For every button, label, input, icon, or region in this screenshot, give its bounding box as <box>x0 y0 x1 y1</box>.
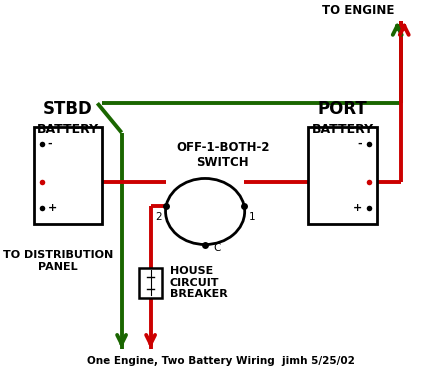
Text: TO ENGINE: TO ENGINE <box>322 4 394 17</box>
Text: 2: 2 <box>155 212 161 222</box>
Text: HOUSE
CIRCUIT
BREAKER: HOUSE CIRCUIT BREAKER <box>170 266 228 299</box>
Circle shape <box>165 178 245 245</box>
Text: C: C <box>213 243 220 253</box>
Text: PORT: PORT <box>318 100 367 118</box>
Text: 1: 1 <box>249 212 255 222</box>
Text: BATTERY: BATTERY <box>311 124 374 137</box>
Text: OFF-1-BOTH-2
SWITCH: OFF-1-BOTH-2 SWITCH <box>176 141 269 169</box>
Text: One Engine, Two Battery Wiring  jimh 5/25/02: One Engine, Two Battery Wiring jimh 5/25… <box>86 356 355 366</box>
Text: +: + <box>353 203 363 213</box>
Bar <box>139 268 162 298</box>
Text: +: + <box>48 203 57 213</box>
Bar <box>308 127 377 224</box>
Text: -: - <box>48 139 52 149</box>
Bar <box>34 127 102 224</box>
Text: STBD: STBD <box>43 100 93 118</box>
Text: BATTERY: BATTERY <box>37 124 99 137</box>
Text: TO DISTRIBUTION
PANEL: TO DISTRIBUTION PANEL <box>3 250 113 272</box>
Text: -: - <box>358 139 363 149</box>
